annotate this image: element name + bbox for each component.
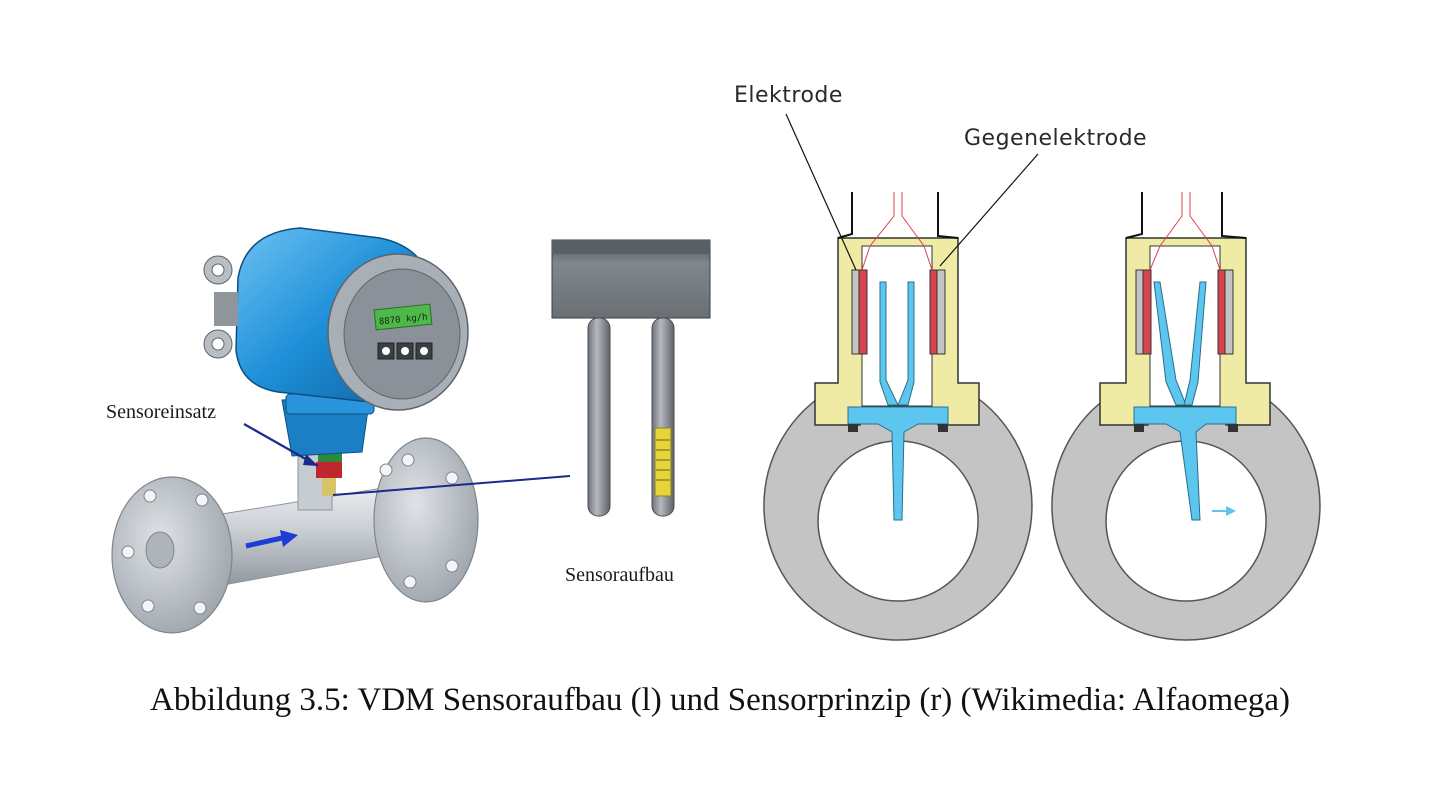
sensor-rod-left <box>587 317 611 517</box>
flowmeter-illustration: 8870 kg/h Sensoreinsatz <box>106 227 571 634</box>
fluid-blade-1 <box>847 406 949 521</box>
label-sensor-insert: Sensoreinsatz <box>106 401 216 423</box>
flow-arrow-icon <box>245 530 298 549</box>
pipe-ring-1 <box>763 371 1033 641</box>
figure-caption: Abbildung 3.5: VDM Sensoraufbau (l) und … <box>150 682 1290 718</box>
sensor-structure-connector <box>332 475 571 496</box>
label-counter-electrode: Gegenelektrode <box>964 126 1147 151</box>
keypad-buttons <box>377 342 433 360</box>
label-sensor-structure: Sensoraufbau <box>565 564 674 586</box>
label-electrode: Elektrode <box>734 83 843 108</box>
right-flange <box>373 437 479 603</box>
sensor-principle-diagram-2 <box>1051 192 1321 641</box>
sensor-structure-illustration: Sensoraufbau <box>551 239 711 586</box>
electrode-leader <box>785 113 857 271</box>
counter-electrode-leader <box>939 153 1039 267</box>
sensor-element-yellow <box>654 427 672 497</box>
cable-glands <box>203 255 238 359</box>
lcd-display <box>373 303 433 331</box>
deflection-arrow-icon <box>1212 506 1236 516</box>
sensor-principle-diagram-1 <box>763 192 1033 641</box>
pipe-ring-2 <box>1051 371 1321 641</box>
fluid-blade-2 <box>1133 406 1237 521</box>
